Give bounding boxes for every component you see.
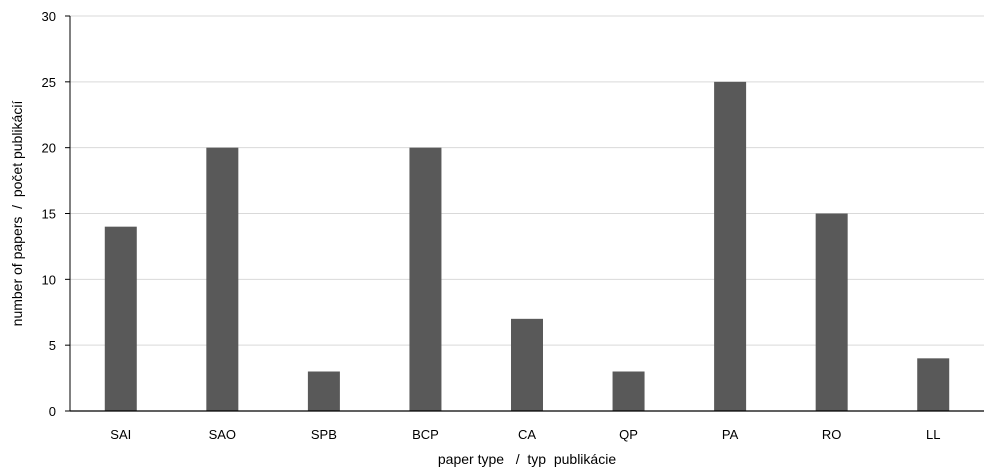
bar-spb xyxy=(307,371,340,411)
bar-pa xyxy=(714,81,747,411)
y-tick-label: 30 xyxy=(42,9,56,24)
x-axis-title: paper type / typ publikácie xyxy=(438,451,616,467)
y-tick-label: 15 xyxy=(42,207,56,222)
y-tick-label: 20 xyxy=(42,141,56,156)
x-tick-label: RO xyxy=(822,427,842,442)
y-tick-label: 0 xyxy=(49,404,56,419)
bar-ro xyxy=(815,213,848,411)
x-tick-label: SPB xyxy=(311,427,337,442)
bars xyxy=(104,81,950,411)
bar-ll xyxy=(917,358,950,411)
bar-sai xyxy=(104,226,137,411)
x-tick-label: QP xyxy=(619,427,638,442)
x-tick-labels: SAI SAO SPB BCP CA QP PA RO LL xyxy=(110,427,940,442)
bar-ca xyxy=(511,318,543,411)
y-axis-title: number of papers / počet publikácií xyxy=(9,101,25,327)
y-tick-label: 10 xyxy=(42,272,56,287)
x-tick-label: SAI xyxy=(110,427,131,442)
bar-qp xyxy=(612,371,645,411)
x-tick-label: PA xyxy=(722,427,739,442)
y-tick-label: 5 xyxy=(49,338,56,353)
x-tick-label: LL xyxy=(926,427,940,442)
y-tick-label: 25 xyxy=(42,75,56,90)
x-tick-label: BCP xyxy=(412,427,439,442)
y-tick-labels: 0 5 10 15 20 25 30 xyxy=(42,9,70,419)
bar-sao xyxy=(206,147,239,411)
x-tick-label: CA xyxy=(518,427,536,442)
bar-bcp xyxy=(409,147,442,411)
x-tick-label: SAO xyxy=(209,427,236,442)
